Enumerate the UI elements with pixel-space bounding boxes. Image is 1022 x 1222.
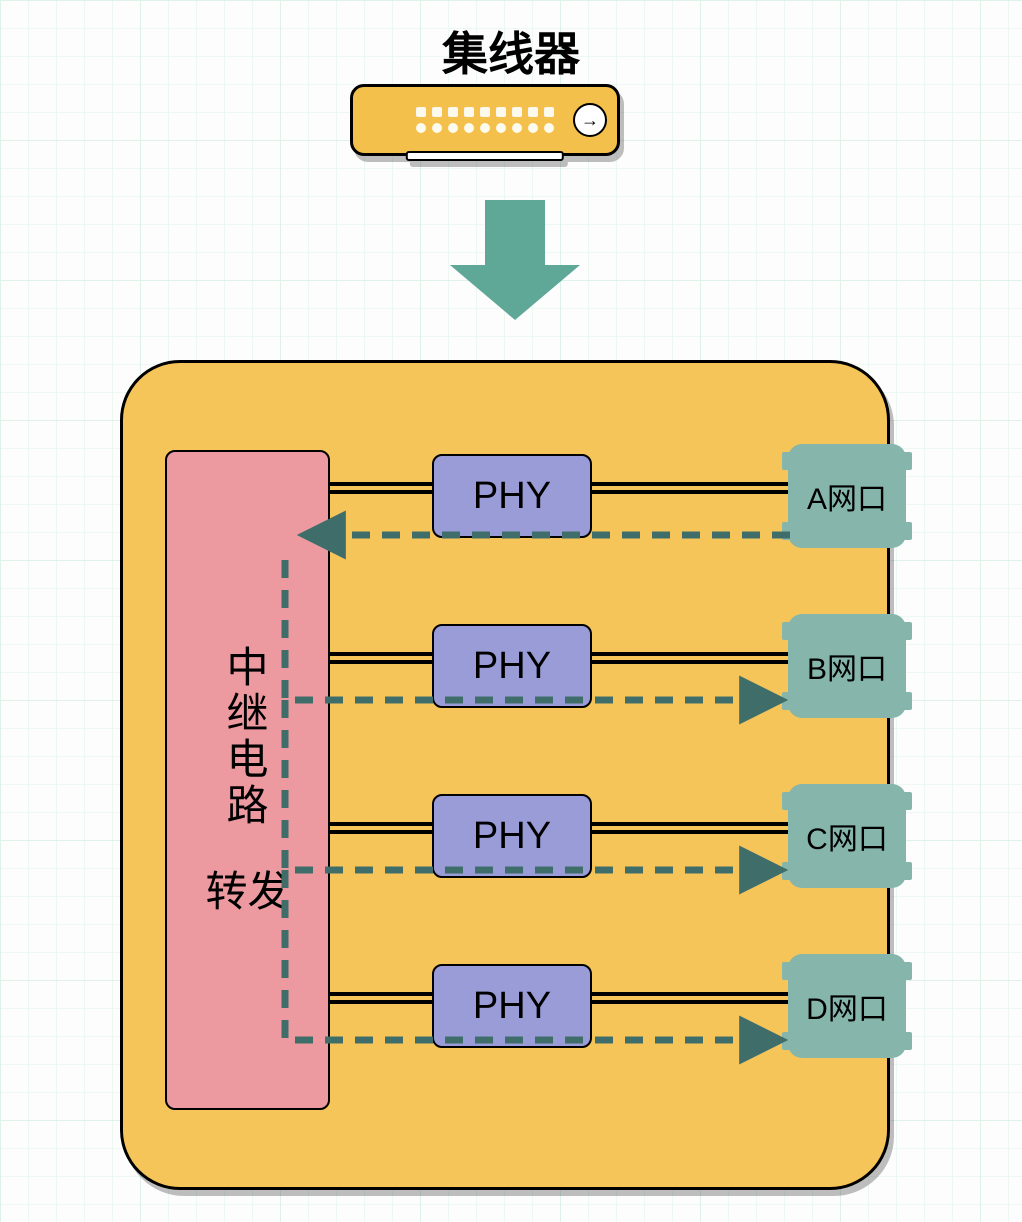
port-D: D网口 bbox=[788, 954, 906, 1058]
phy-block-3: PHY bbox=[432, 964, 592, 1048]
port-label: D网口 bbox=[806, 984, 888, 1028]
repeater-circuit-block: 中继电路 转发 bbox=[165, 450, 330, 1110]
repeater-label-bottom: 转发 bbox=[205, 869, 289, 915]
diagram-title: 集线器 bbox=[0, 18, 1022, 84]
port-C: C网口 bbox=[788, 784, 906, 888]
connection-line bbox=[592, 992, 790, 996]
hub-leds-row2 bbox=[416, 123, 554, 133]
repeater-label-top: 中继电路 bbox=[226, 645, 268, 830]
hub-device: → bbox=[350, 84, 620, 156]
phy-block-1: PHY bbox=[432, 624, 592, 708]
connection-line bbox=[330, 822, 432, 826]
port-B: B网口 bbox=[788, 614, 906, 718]
connection-line bbox=[330, 482, 432, 486]
port-label: C网口 bbox=[806, 814, 888, 858]
phy-block-0: PHY bbox=[432, 454, 592, 538]
connection-line bbox=[592, 822, 790, 826]
connection-line bbox=[330, 992, 432, 996]
port-A: A网口 bbox=[788, 444, 906, 548]
hub-base-icon bbox=[406, 151, 564, 161]
port-label: A网口 bbox=[807, 474, 887, 518]
hub-power-icon: → bbox=[573, 103, 607, 137]
connection-line bbox=[592, 482, 790, 486]
hub-leds-row1 bbox=[416, 107, 554, 117]
connection-line bbox=[330, 652, 432, 656]
phy-block-2: PHY bbox=[432, 794, 592, 878]
connection-line bbox=[592, 652, 790, 656]
port-label: B网口 bbox=[807, 644, 887, 688]
